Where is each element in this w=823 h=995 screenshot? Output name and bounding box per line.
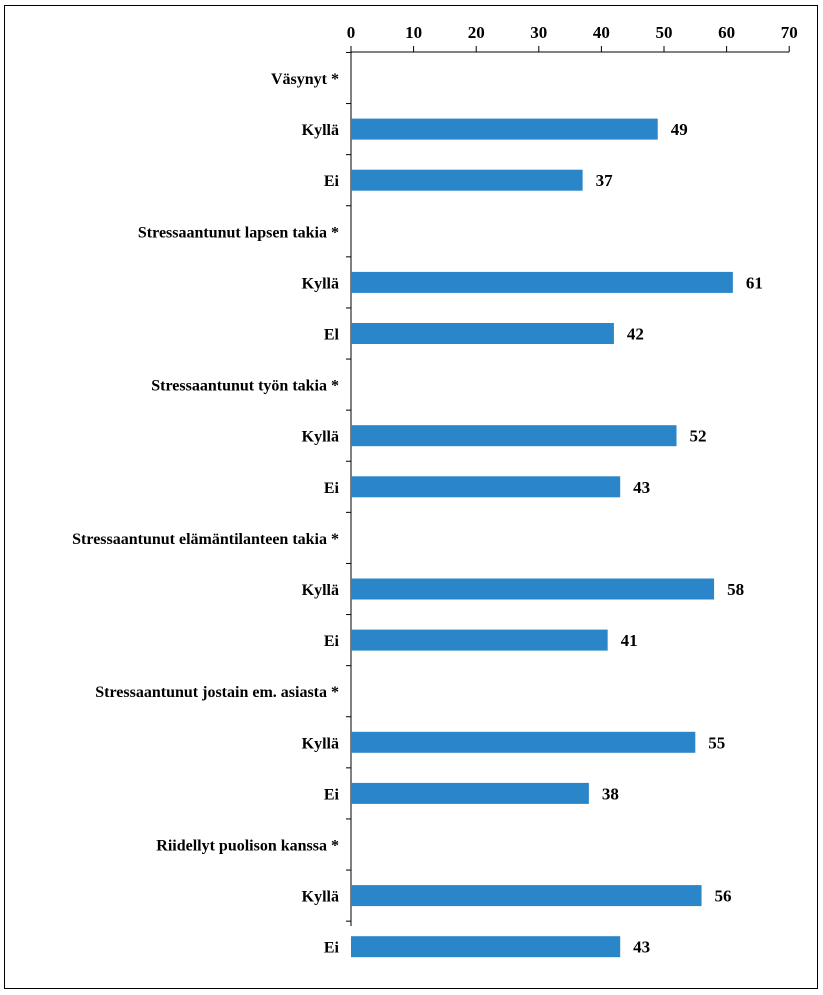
category-label: Ei [324, 940, 340, 957]
category-label: Kyllä [302, 122, 339, 139]
data-label: 52 [690, 427, 707, 446]
bar [351, 425, 677, 447]
bar [351, 271, 733, 293]
bar [351, 118, 658, 140]
bar [351, 169, 583, 191]
category-label: Stressaantunut elämäntilanteen takia * [72, 531, 339, 548]
data-label: 38 [602, 784, 619, 803]
data-label: 49 [671, 120, 688, 139]
x-tick-label: 20 [468, 23, 485, 42]
category-label: Kyllä [302, 429, 339, 446]
bar [351, 782, 589, 804]
bar-chart: 0 10 20 30 40 50 60 70 Väsynyt * Kyllä 49 Ei 37 Stres… [72, 23, 798, 958]
x-tick-label: 50 [656, 23, 673, 42]
x-tick-label: 60 [718, 23, 735, 42]
data-label: 43 [633, 938, 650, 957]
data-label: 61 [746, 273, 763, 292]
bar [351, 731, 696, 753]
category-label: Kyllä [302, 275, 339, 292]
category-label: Stressaantunut lapsen takia * [138, 224, 339, 241]
data-label: 58 [727, 580, 744, 599]
bar [351, 885, 702, 907]
category-label: Väsynyt * [271, 71, 339, 88]
x-tick-label: 0 [347, 23, 356, 42]
x-tick-label: 30 [530, 23, 547, 42]
category-label: Stressaantunut jostain em. asiasta * [95, 684, 339, 701]
data-label: 42 [627, 325, 644, 344]
x-tick-label: 40 [593, 23, 610, 42]
bar [351, 936, 621, 958]
category-label: Riidellyt puolison kanssa * [156, 838, 339, 855]
data-label: 37 [596, 171, 614, 190]
x-tick-label: 10 [405, 23, 422, 42]
bar [351, 629, 608, 651]
category-label: Kyllä [302, 582, 339, 599]
bar [351, 323, 614, 344]
data-label: 43 [633, 478, 650, 497]
category-label: Stressaantunut työn takia * [151, 378, 339, 395]
data-label: 41 [621, 631, 638, 650]
data-label: 55 [708, 733, 725, 752]
category-label: Ei [324, 786, 340, 803]
bar [351, 476, 621, 498]
category-label: Ei [324, 173, 340, 190]
category-label: Ei [324, 480, 340, 497]
bar [351, 578, 715, 600]
chart-frame: 0 10 20 30 40 50 60 70 Väsynyt * Kyllä 49 Ei 37 Stres… [4, 5, 818, 989]
category-label: Ei [324, 633, 340, 650]
data-label: 56 [715, 887, 732, 906]
category-label: El [324, 327, 340, 344]
category-label: Kyllä [302, 735, 339, 752]
category-label: Kyllä [302, 889, 339, 906]
x-tick-label: 70 [781, 23, 798, 42]
